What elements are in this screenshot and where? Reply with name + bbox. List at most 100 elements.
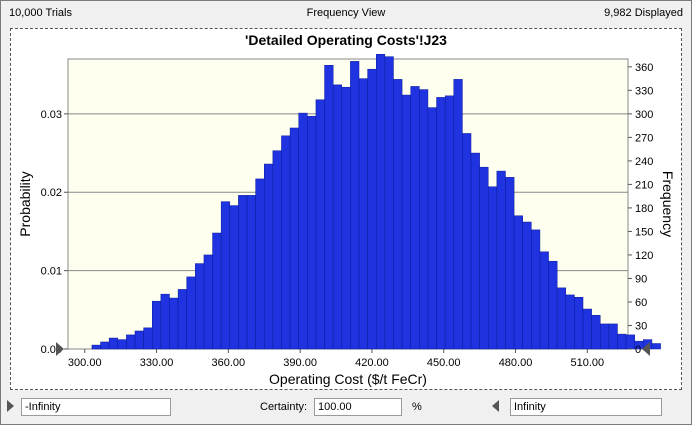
histogram-bar [531, 229, 541, 350]
displayed-count: 9,982 Displayed [604, 7, 683, 19]
upper-bound-input[interactable]: Infinity [510, 398, 662, 416]
x-tick-label: 330.00 [140, 357, 174, 369]
histogram-bar [393, 79, 403, 350]
x-tick-label: 450.00 [427, 357, 461, 369]
histogram-bar [203, 254, 213, 350]
histogram-bar [255, 178, 265, 350]
histogram-bar [479, 166, 489, 350]
histogram-bar [367, 68, 377, 350]
y-tick-label: 0.01 [41, 266, 62, 278]
y2-tick-label: 270 [635, 132, 653, 144]
histogram-bar [350, 61, 360, 350]
histogram-bar [358, 78, 368, 350]
histogram-bar [444, 95, 455, 350]
histogram-bar [522, 221, 532, 350]
left-triangle-icon [7, 400, 14, 412]
y2-tick-label: 180 [635, 203, 653, 215]
x-tick-label: 390.00 [283, 357, 317, 369]
histogram-bar [212, 232, 222, 350]
y2-tick-label: 240 [635, 156, 653, 168]
histogram-bar [617, 333, 627, 350]
histogram-bar [126, 334, 136, 350]
view-title: Frequency View [306, 7, 386, 19]
left-grabber-icon[interactable] [56, 342, 64, 356]
histogram-bar [281, 135, 291, 350]
histogram-bar [289, 127, 299, 350]
y2-tick-label: 300 [635, 109, 653, 121]
y2-tick-label: 210 [635, 179, 653, 191]
histogram-bar [186, 276, 196, 350]
histogram-bar [487, 186, 498, 350]
histogram-bar [470, 152, 480, 350]
y2-tick-label: 120 [635, 250, 653, 262]
histogram-bar [220, 201, 231, 350]
histogram-bars [91, 54, 661, 350]
histogram-bar [496, 170, 506, 350]
histogram-bar [307, 115, 317, 350]
histogram-bar [427, 107, 437, 350]
histogram-bar [108, 337, 119, 350]
x-tick-label: 510.00 [570, 357, 604, 369]
histogram-bar [539, 251, 549, 350]
chart-frame: 'Detailed Operating Costs'!J23 0.00 0.01 0… [10, 28, 682, 390]
histogram-bar [324, 65, 334, 350]
right-grabber-icon[interactable] [642, 342, 650, 356]
histogram-bar [513, 215, 523, 350]
histogram-bar [574, 297, 584, 350]
histogram-bar [151, 300, 162, 350]
histogram-bar [565, 294, 575, 350]
histogram-bar [401, 94, 411, 350]
histogram-bar [591, 315, 601, 350]
histogram-bar [100, 341, 110, 350]
x-tick-label: 420.00 [355, 357, 389, 369]
y-tick-label: 0.02 [41, 187, 62, 199]
histogram-bar [453, 79, 463, 350]
chart-title: 'Detailed Operating Costs'!J23 [245, 32, 447, 48]
histogram-bar [608, 323, 618, 350]
histogram-bar [599, 323, 610, 350]
certainty-input[interactable]: 100.00 [314, 398, 402, 416]
histogram-bar [582, 308, 592, 350]
histogram-bar [410, 86, 420, 350]
histogram-bar [143, 327, 153, 350]
histogram-bar [332, 84, 343, 350]
histogram-bar [134, 330, 144, 350]
y2-tick-label: 330 [635, 85, 653, 97]
y2-tick-label: 60 [635, 297, 647, 309]
histogram-bar [462, 133, 472, 350]
histogram-bar [229, 205, 239, 350]
histogram-bar [505, 177, 515, 350]
x-tick-label: 300.00 [68, 357, 102, 369]
histogram-bar [298, 112, 308, 350]
histogram-bar [556, 287, 567, 350]
histogram-bar [651, 343, 661, 350]
histogram-bar [625, 334, 635, 350]
x-axis-ticks: 300.00 330.00 360.00 390.00 420.00 450.00 480.… [68, 349, 604, 369]
histogram-bar [160, 293, 170, 350]
histogram-bar [436, 97, 446, 350]
histogram-bar [272, 150, 282, 350]
histogram-bar [169, 297, 179, 350]
histogram-bar [238, 195, 248, 350]
certainty-label: Certainty: [260, 401, 308, 413]
x-tick-label: 360.00 [212, 357, 246, 369]
x-axis-label: Operating Cost ($/t FeCr) [269, 371, 427, 387]
certainty-bar: -Infinity Certainty: 100.00 % Infinity [1, 394, 691, 424]
y2-tick-label: 30 [635, 320, 647, 332]
frequency-chart: 'Detailed Operating Costs'!J23 0.000.010… [17, 32, 676, 387]
y2-axis-label: Frequency [660, 171, 676, 237]
y2-tick-label: 150 [635, 226, 653, 238]
histogram-bar [117, 339, 127, 350]
histogram-bar [246, 195, 256, 350]
y2-tick-label: 360 [635, 62, 653, 74]
y-tick-label: 0.03 [41, 109, 62, 121]
x-tick-label: 480.00 [499, 357, 533, 369]
histogram-bar [341, 86, 351, 350]
lower-bound-input[interactable]: -Infinity [21, 398, 171, 416]
y-axis-label: Probability [17, 171, 33, 236]
histogram-bar [177, 289, 187, 350]
trials-count: 10,000 Trials [9, 7, 72, 19]
header-bar: 10,000 Trials Frequency View 9,982 Displ… [1, 1, 691, 25]
y2-tick-label: 90 [635, 273, 647, 285]
